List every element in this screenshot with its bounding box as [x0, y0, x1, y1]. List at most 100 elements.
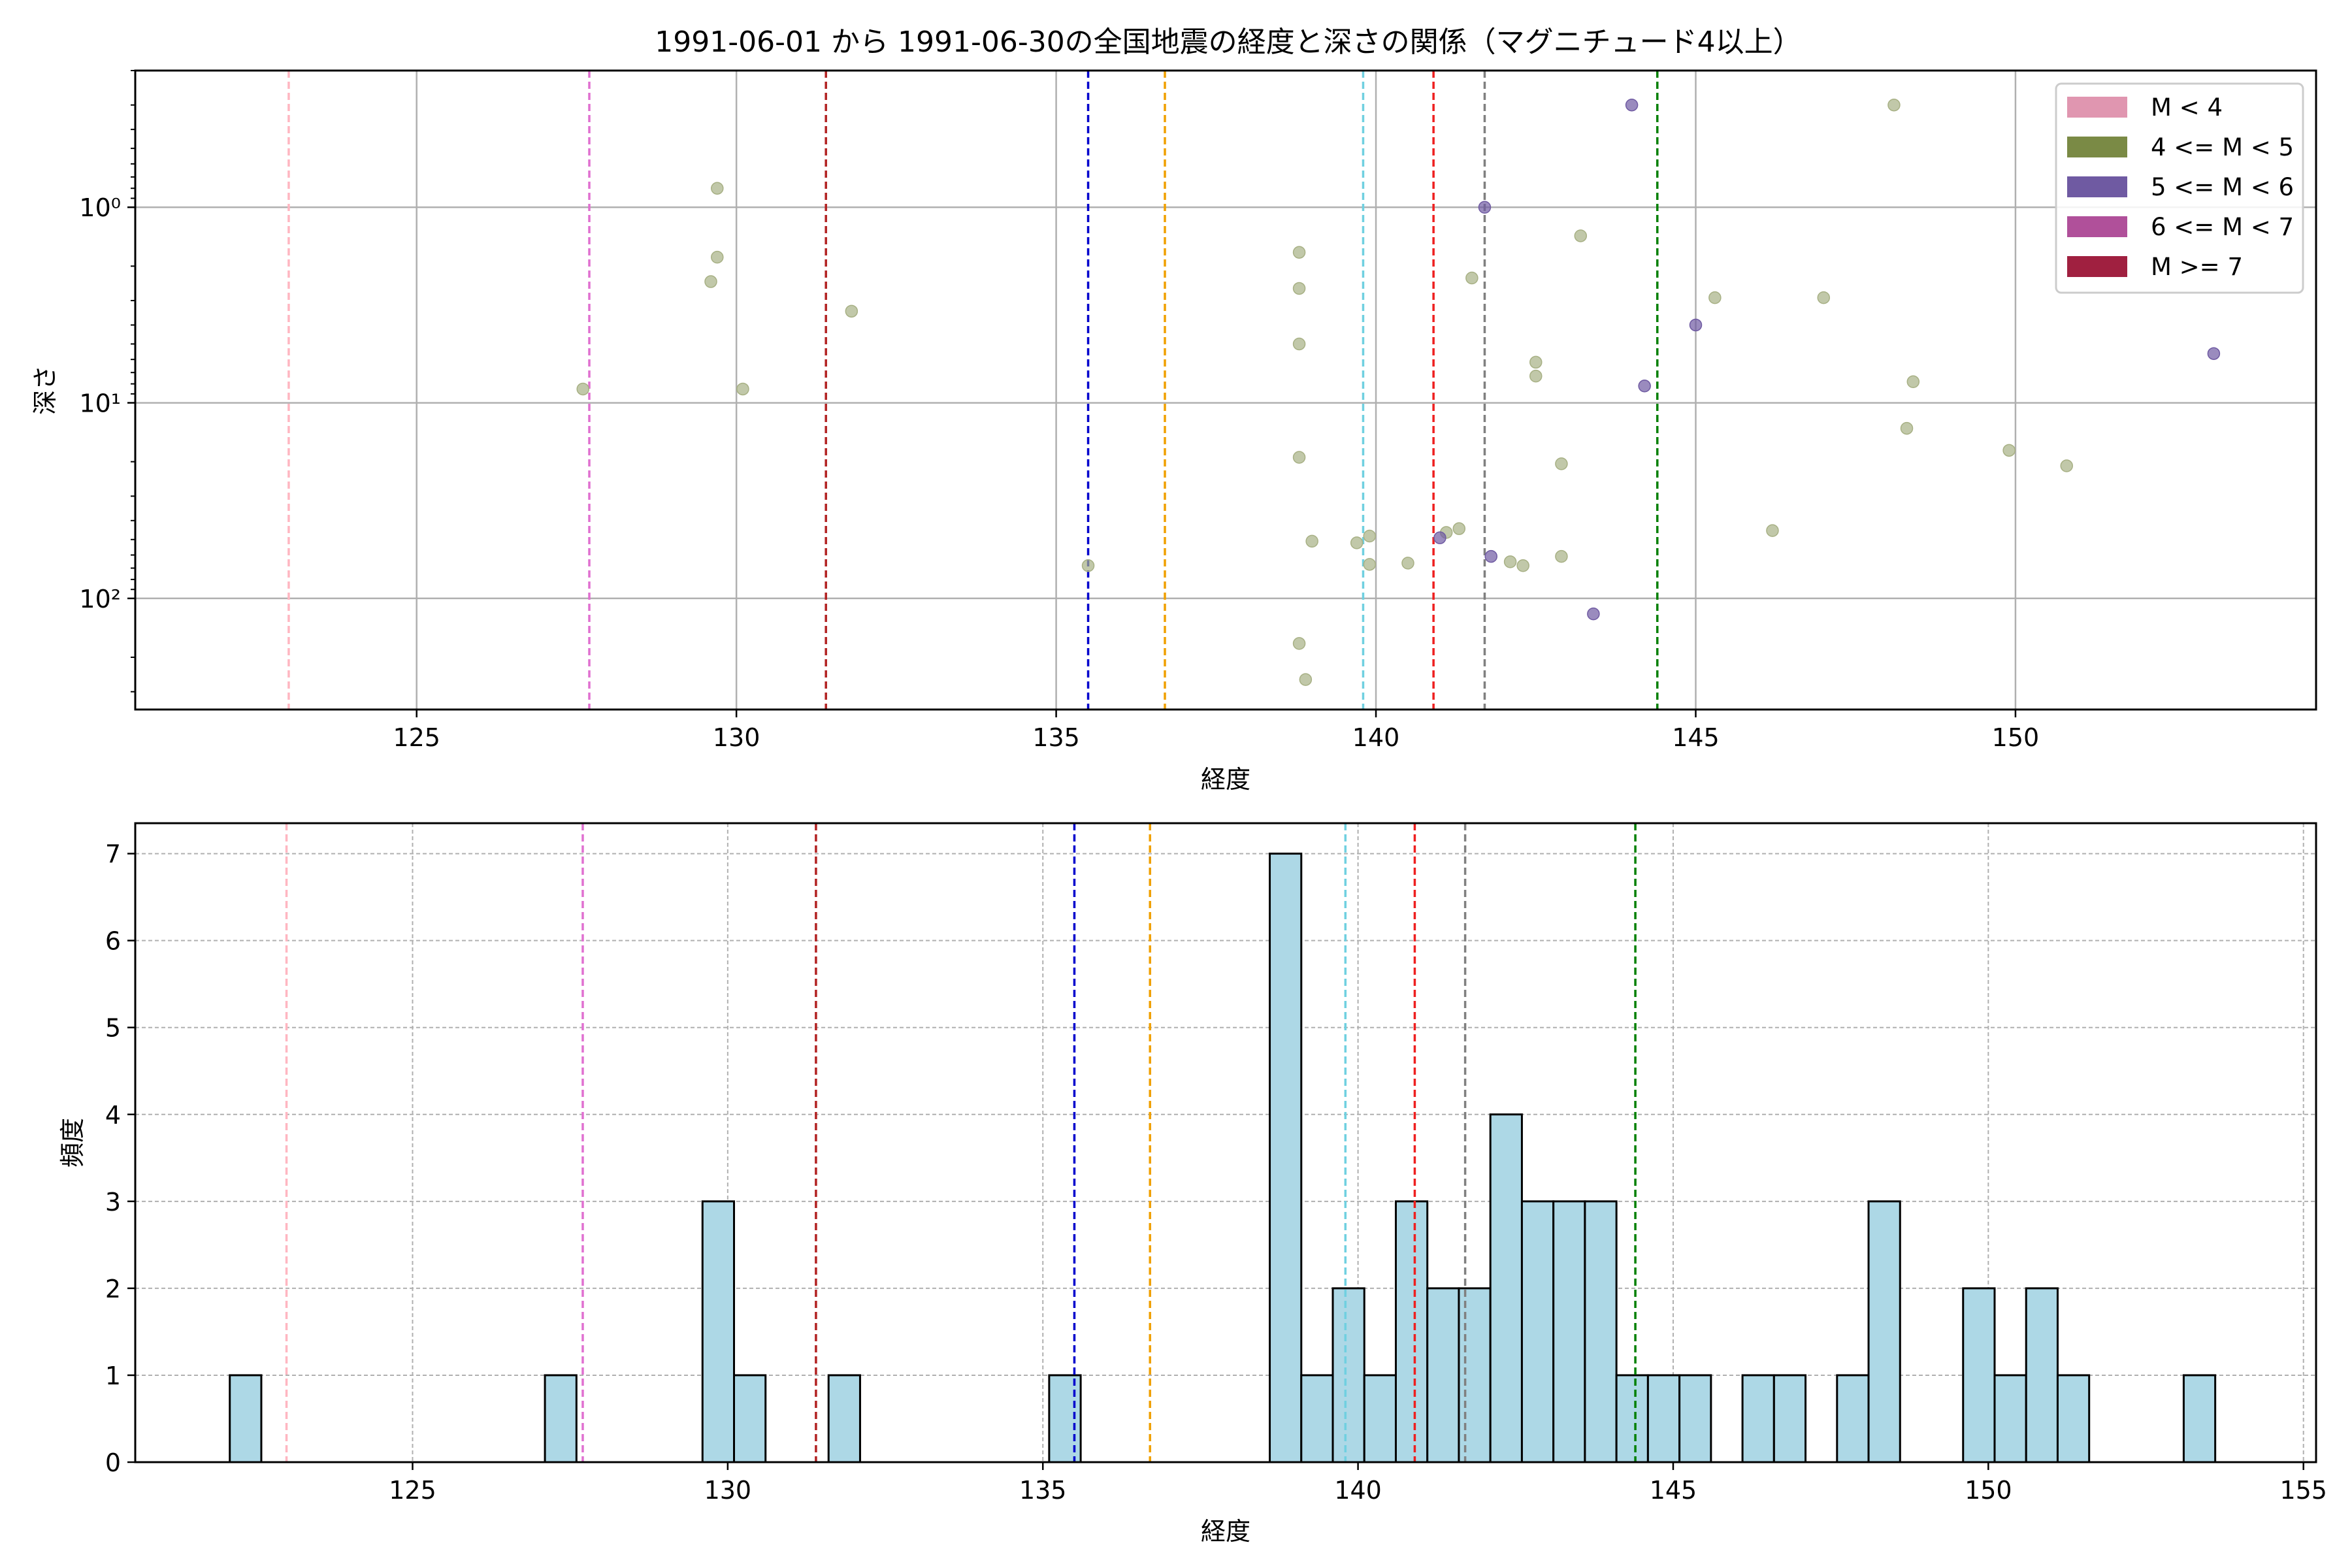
histogram-bar — [1048, 1374, 1082, 1463]
histogram-bar — [827, 1374, 861, 1463]
histogram-y-tick-label: 4 — [105, 1101, 121, 1130]
histogram-reference-lines — [285, 823, 1637, 1462]
histogram-bar — [1552, 1200, 1586, 1463]
scatter-point — [1555, 457, 1568, 470]
legend-label: 6 <= M < 7 — [2151, 213, 2294, 241]
histogram-bar — [701, 1200, 736, 1463]
histogram-x-tick-label: 130 — [704, 1476, 752, 1505]
scatter-x-tick-label: 145 — [1672, 723, 1720, 752]
scatter-title: 1991-06-01 から 1991-06-30の全国地震の経度と深さの関係（マ… — [655, 25, 1801, 59]
histogram-x-tick-label: 125 — [389, 1476, 436, 1505]
histogram-bar — [2056, 1374, 2091, 1463]
histogram-x-tick-label: 155 — [2279, 1476, 2327, 1505]
scatter-x-axis-label: 経度 — [1201, 765, 1250, 794]
histogram-y-ticks: 0 1 2 3 4 5 6 7 — [105, 840, 135, 1477]
scatter-point — [1708, 291, 1722, 304]
histogram-bars — [229, 853, 2217, 1463]
histogram-bar — [1741, 1374, 1775, 1463]
scatter-point — [1555, 549, 1568, 563]
histogram-bar — [544, 1374, 578, 1463]
scatter-point — [1689, 318, 1703, 332]
histogram-bar — [1426, 1287, 1460, 1463]
scatter-point — [1363, 558, 1376, 571]
scatter-point — [711, 182, 724, 195]
histogram-x-axis-label: 経度 — [1201, 1517, 1250, 1546]
scatter-point — [1350, 536, 1364, 549]
legend-swatch — [2067, 97, 2127, 118]
scatter-point — [1465, 271, 1478, 285]
scatter-point — [1638, 380, 1651, 393]
scatter-point — [1292, 246, 1306, 259]
scatter-point — [2060, 459, 2073, 472]
scatter-y-axis-label: 深さ — [31, 365, 59, 415]
histogram-bar — [2025, 1287, 2059, 1463]
legend-label: M >= 7 — [2151, 253, 2243, 281]
scatter-grid — [135, 71, 2316, 710]
histogram-y-tick-label: 2 — [105, 1275, 121, 1303]
histogram-y-tick-label: 6 — [105, 927, 121, 956]
histogram-bar — [1993, 1374, 2027, 1463]
histogram-bar — [1867, 1200, 1901, 1463]
scatter-point — [1299, 673, 1313, 686]
scatter-x-tick-label: 130 — [713, 723, 760, 752]
histogram-bar — [1836, 1374, 1870, 1463]
scatter-point — [1529, 355, 1543, 369]
scatter-frame — [134, 69, 2317, 711]
histogram-bar — [1646, 1374, 1681, 1463]
scatter-point — [1292, 451, 1306, 464]
scatter-point — [1401, 557, 1414, 570]
histogram-x-ticks: 125 130 135 140 145 150 155 — [389, 1462, 2327, 1505]
scatter-point — [1305, 534, 1318, 548]
histogram-y-tick-label: 5 — [105, 1014, 121, 1043]
histogram-bar — [1394, 1200, 1429, 1463]
scatter-y-tick-label: 10⁰ — [79, 193, 121, 222]
histogram-x-tick-label: 140 — [1334, 1476, 1382, 1505]
histogram-panel: 125 130 135 140 145 150 155 0 1 2 3 4 5 6 7 経度 頻度 — [58, 822, 2327, 1546]
scatter-point — [711, 250, 724, 264]
scatter-x-tick-label: 150 — [1992, 723, 2040, 752]
histogram-bar — [1331, 1287, 1365, 1463]
histogram-y-tick-label: 3 — [105, 1188, 121, 1217]
legend-label: 5 <= M < 6 — [2151, 173, 2294, 201]
scatter-point — [1292, 282, 1306, 295]
legend-swatch — [2067, 176, 2127, 197]
histogram-bar — [1520, 1200, 1555, 1463]
scatter-point — [1503, 555, 1517, 568]
legend-label: 4 <= M < 5 — [2151, 133, 2294, 161]
scatter-point — [2002, 444, 2016, 457]
scatter-point — [1363, 529, 1376, 543]
scatter-panel: 125 130 135 140 145 150 10⁰ 10¹ 10² 経度 深さ M < 4… — [31, 69, 2317, 794]
histogram-bar — [1458, 1287, 1492, 1463]
scatter-y-tick-label: 10¹ — [79, 389, 121, 418]
histogram-bar — [1615, 1374, 1649, 1463]
histogram-bar — [1772, 1374, 1807, 1463]
histogram-bar — [1300, 1374, 1334, 1463]
scatter-x-tick-label: 135 — [1032, 723, 1080, 752]
histogram-bar — [229, 1374, 263, 1463]
histogram-bar — [1269, 853, 1303, 1463]
scatter-point — [1906, 375, 1920, 389]
legend-frame — [2055, 82, 2304, 294]
scatter-point — [1900, 421, 1914, 435]
scatter-point — [1766, 524, 1779, 537]
histogram-frame — [134, 822, 2317, 1463]
scatter-point — [1452, 522, 1466, 535]
scatter-legend: M < 4 4 <= M < 5 5 <= M < 6 6 <= M < 7 M >= … — [2055, 82, 2304, 294]
legend-swatch — [2067, 137, 2127, 157]
legend-swatch — [2067, 216, 2127, 237]
scatter-point — [1292, 637, 1306, 650]
scatter-x-ticks: 125 130 135 140 145 150 — [393, 710, 2039, 752]
scatter-point — [576, 382, 589, 396]
scatter-reference-lines — [287, 71, 1659, 710]
scatter-points — [576, 98, 2221, 686]
scatter-point — [845, 304, 858, 318]
scatter-point — [1529, 369, 1543, 383]
scatter-point — [1516, 559, 1529, 572]
histogram-x-tick-label: 135 — [1019, 1476, 1067, 1505]
scatter-point — [1292, 337, 1306, 351]
scatter-point — [1887, 98, 1901, 112]
scatter-point — [1081, 559, 1095, 572]
histogram-bar — [1678, 1374, 1712, 1463]
